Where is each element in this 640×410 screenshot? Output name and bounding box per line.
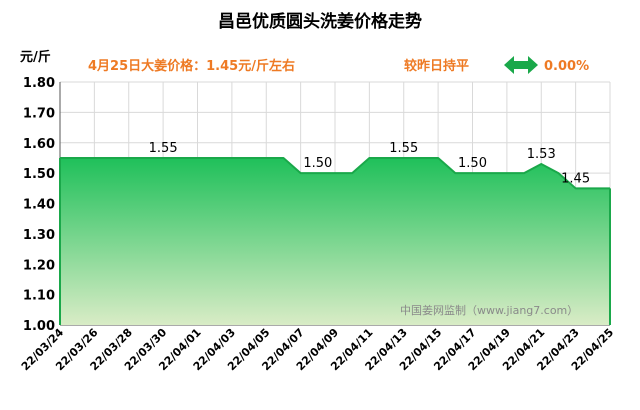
- data-label: 1.55: [389, 141, 418, 156]
- chart-title: 昌邑优质圆头洗姜价格走势: [218, 11, 422, 32]
- y-tick-label: 1.70: [23, 106, 55, 121]
- price-note: 4月25日大姜价格：1.45元/斤左右: [88, 58, 295, 74]
- y-unit-label: 元/斤: [20, 49, 51, 65]
- y-tick-label: 1.50: [23, 167, 55, 182]
- area-fill: [60, 157, 610, 325]
- data-label: 1.53: [527, 147, 556, 162]
- watermark: 中国姜网监制（www.jiang7.com）: [400, 303, 578, 317]
- y-tick-label: 1.10: [23, 289, 55, 304]
- series-line: [60, 156, 610, 190]
- data-label: 1.50: [458, 156, 487, 171]
- y-tick-label: 1.00: [23, 319, 55, 334]
- double-arrow-icon: [504, 56, 538, 74]
- y-tick-label: 1.80: [23, 76, 55, 91]
- y-tick-label: 1.40: [23, 198, 55, 213]
- data-label: 1.55: [149, 141, 178, 156]
- change-percent: 0.00%: [544, 59, 589, 74]
- x-axis-ticks: 22/03/2422/03/2622/03/2822/03/3022/04/01…: [19, 326, 616, 374]
- y-tick-label: 1.20: [23, 258, 55, 273]
- y-axis-ticks: 1.00 1.10 1.20 1.30 1.40 1.50 1.60 1.70 1.80: [23, 76, 55, 334]
- y-tick-label: 1.60: [23, 137, 55, 152]
- data-label: 1.50: [303, 156, 332, 171]
- data-labels: 1.55 1.50 1.55 1.50 1.53 1.45: [149, 141, 590, 186]
- data-label: 1.45: [561, 171, 590, 186]
- compare-note: 较昨日持平: [404, 58, 469, 74]
- area-fill-group: [59, 156, 611, 325]
- y-tick-label: 1.30: [23, 228, 55, 243]
